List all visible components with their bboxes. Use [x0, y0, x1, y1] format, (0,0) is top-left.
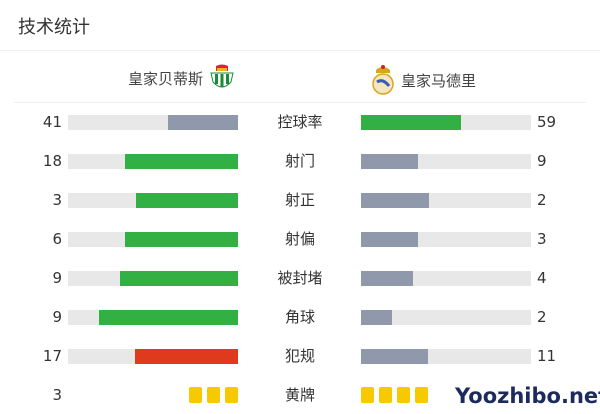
- away-bar-fill: [361, 193, 429, 208]
- away-bar-fill: [361, 154, 418, 169]
- away-value: 9: [537, 152, 547, 170]
- home-bar: [68, 193, 238, 208]
- away-bar: [361, 154, 531, 169]
- yellow-card-icon: [189, 387, 202, 403]
- stat-label: 控球率: [277, 113, 323, 131]
- stat-label: 射偏: [284, 230, 315, 248]
- home-value: 41: [42, 113, 62, 131]
- stat-row: 18 射门 9: [0, 151, 600, 171]
- away-value: 59: [537, 113, 557, 131]
- away-value: 2: [537, 191, 547, 209]
- away-team: 皇家马德里: [371, 64, 476, 96]
- home-value: 3: [52, 191, 62, 209]
- home-value: 9: [52, 269, 62, 287]
- away-bar: [361, 193, 531, 208]
- away-value: 3: [537, 230, 547, 248]
- home-bar-fill: [120, 271, 238, 286]
- home-team: 皇家贝蒂斯: [128, 64, 235, 92]
- away-team-name: 皇家马德里: [401, 71, 477, 90]
- yellow-card-icon: [225, 387, 238, 403]
- yellow-card-icon: [415, 387, 428, 403]
- stat-row: 17 犯规 11: [0, 346, 600, 366]
- home-team-name: 皇家贝蒂斯: [128, 69, 204, 88]
- yellow-card-icon: [361, 387, 374, 403]
- divider: [14, 102, 586, 103]
- watermark: Yoozhibo.net: [455, 384, 600, 408]
- away-bar: [361, 115, 531, 130]
- home-yellow-cards: [189, 387, 238, 403]
- home-bar: [68, 115, 238, 130]
- away-bar: [361, 349, 531, 364]
- away-bar-fill: [361, 349, 428, 364]
- stat-row: 9 角球 2: [0, 307, 600, 327]
- home-bar-fill: [124, 154, 238, 169]
- home-bar-fill: [168, 115, 238, 130]
- real-madrid-crest-icon: [372, 65, 394, 95]
- away-value: 4: [537, 269, 547, 287]
- home-value: 3: [52, 386, 62, 404]
- divider: [0, 50, 600, 51]
- yellow-card-icon: [379, 387, 392, 403]
- page-title: 技术统计: [18, 17, 90, 38]
- home-bar: [68, 271, 238, 286]
- home-bar-fill: [98, 310, 238, 325]
- real-betis-crest-icon: [210, 64, 234, 88]
- home-bar-fill: [124, 232, 238, 247]
- home-value: 9: [52, 308, 62, 326]
- stat-row: 6 射偏 3: [0, 229, 600, 249]
- away-value: 2: [537, 308, 547, 326]
- away-value: 11: [537, 347, 557, 365]
- home-bar: [68, 154, 238, 169]
- stat-row-yellow-cards: 3 黄牌: [0, 385, 600, 405]
- stat-label: 被封堵: [277, 269, 323, 287]
- yellow-card-icon: [207, 387, 220, 403]
- home-bar: [68, 232, 238, 247]
- away-bar: [361, 310, 531, 325]
- stat-label: 黄牌: [284, 386, 315, 404]
- home-value: 17: [42, 347, 62, 365]
- home-value: 6: [52, 230, 62, 248]
- away-bar-fill: [361, 115, 462, 130]
- stat-label: 角球: [284, 308, 315, 326]
- away-bar-fill: [361, 310, 392, 325]
- home-bar-fill: [136, 193, 238, 208]
- home-value: 18: [42, 152, 62, 170]
- away-bar-fill: [361, 232, 418, 247]
- away-bar: [361, 271, 531, 286]
- home-bar: [68, 310, 238, 325]
- home-bar-fill: [134, 349, 238, 364]
- stat-label: 射正: [284, 191, 315, 209]
- stat-label: 射门: [284, 152, 315, 170]
- away-yellow-cards: [361, 387, 428, 403]
- stat-row: 41 控球率 59: [0, 112, 600, 132]
- yellow-card-icon: [397, 387, 410, 403]
- away-bar: [361, 232, 531, 247]
- stat-row: 3 射正 2: [0, 190, 600, 210]
- stat-label: 犯规: [284, 347, 315, 365]
- away-bar-fill: [361, 271, 414, 286]
- stat-row: 9 被封堵 4: [0, 268, 600, 288]
- home-bar: [68, 349, 238, 364]
